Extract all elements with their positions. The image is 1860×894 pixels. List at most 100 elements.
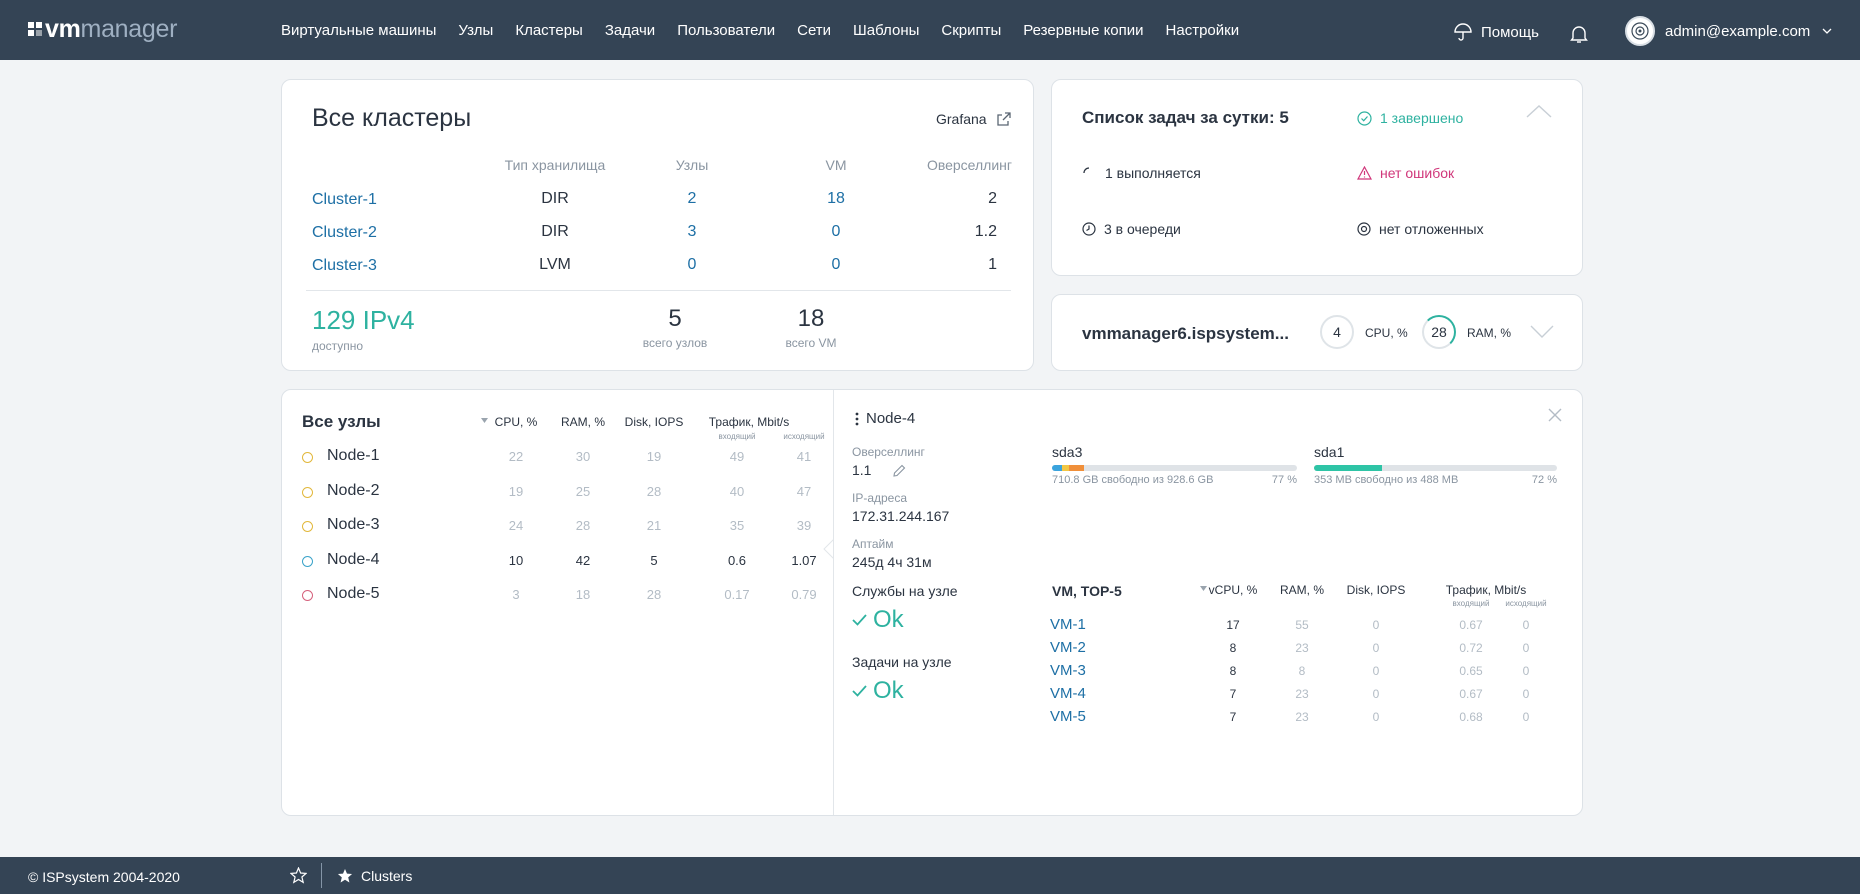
node-in: 0.6 xyxy=(727,552,747,568)
node-cpu: 22 xyxy=(508,449,524,464)
user-menu[interactable]: admin@example.com xyxy=(1625,16,1832,46)
vm-in: 0.67 xyxy=(1459,687,1483,701)
vm-ram: 23 xyxy=(1295,687,1309,701)
nav-scripts[interactable]: Скрипты xyxy=(941,21,1002,39)
uptime-value: 245д 4ч 31м xyxy=(852,554,932,570)
ipv4-available: 129 IPv4 xyxy=(312,305,415,335)
nav-vms[interactable]: Виртуальные машины xyxy=(281,21,437,39)
vm-ram: 55 xyxy=(1295,618,1309,632)
tasks-queued[interactable]: 3 в очереди xyxy=(1082,221,1181,237)
grafana-label: Grafana xyxy=(936,111,987,127)
node-cpu: 10 xyxy=(508,552,524,568)
col-ram[interactable]: RAM, % xyxy=(560,415,605,429)
services-label: Службы на узле xyxy=(852,583,958,599)
cluster-overselling: 1.2 xyxy=(974,223,997,240)
node-detail-name: Node-4 xyxy=(866,410,916,427)
cluster-name[interactable]: Cluster-2 xyxy=(312,224,377,241)
cpu-ring: 4 xyxy=(1320,315,1354,349)
col-vm-ram[interactable]: RAM, % xyxy=(1279,583,1324,597)
cluster-name[interactable]: Cluster-1 xyxy=(312,191,377,208)
col-traffic[interactable]: Трафик, Mbit/s xyxy=(708,415,790,429)
services-status-label: Ok xyxy=(873,606,904,633)
host-name[interactable]: vmmanager6.ispsystem... xyxy=(1082,324,1289,343)
vm-name[interactable]: VM-3 xyxy=(1050,662,1086,679)
node-out: 0.79 xyxy=(791,587,817,602)
col-vcpu[interactable]: vCPU, % xyxy=(1208,583,1258,597)
node-ram: 18 xyxy=(575,587,591,602)
node-name[interactable]: Node-3 xyxy=(327,516,380,533)
nav-tasks[interactable]: Задачи xyxy=(604,21,656,39)
tasks-postponed[interactable]: нет отложенных xyxy=(1357,221,1484,237)
expand-chevron-icon[interactable] xyxy=(1530,325,1554,338)
cluster-nodes[interactable]: 3 xyxy=(687,223,697,240)
help-label: Помощь xyxy=(1481,23,1539,41)
sort-down-icon[interactable] xyxy=(481,418,488,423)
star-outline-icon[interactable] xyxy=(290,867,307,884)
tasks-queued-label: 3 в очереди xyxy=(1104,221,1181,237)
notifications-button[interactable] xyxy=(1570,24,1588,49)
vm-disk: 0 xyxy=(1372,710,1380,724)
logo-text-light: manager xyxy=(80,14,178,43)
node-name[interactable]: Node-5 xyxy=(327,585,380,602)
logo[interactable]: vmmanager xyxy=(28,14,177,44)
postponed-icon xyxy=(1357,222,1371,236)
vm-name[interactable]: VM-5 xyxy=(1050,708,1086,725)
tasks-errors[interactable]: нет ошибок xyxy=(1357,165,1454,181)
disk-free: 710.8 GB свободно из 928.6 GB xyxy=(1052,474,1214,486)
vm-name[interactable]: VM-4 xyxy=(1050,685,1086,702)
vm-disk: 0 xyxy=(1372,641,1380,655)
col-disk[interactable]: Disk, IOPS xyxy=(624,415,684,429)
col-traffic-in: входящий xyxy=(718,432,756,441)
col-vm-traffic[interactable]: Трафик, Mbit/s xyxy=(1445,583,1527,597)
vm-out: 0 xyxy=(1522,664,1530,678)
nav-templates[interactable]: Шаблоны xyxy=(853,21,920,39)
more-vertical-icon[interactable] xyxy=(855,412,859,426)
node-detail-header[interactable]: Node-4 xyxy=(855,410,915,427)
cluster-vm[interactable]: 0 xyxy=(831,256,841,273)
nav-networks[interactable]: Сети xyxy=(797,21,832,39)
nav-clusters[interactable]: Кластеры xyxy=(515,21,583,39)
cluster-overselling: 1 xyxy=(988,256,997,273)
nav-settings[interactable]: Настройки xyxy=(1165,21,1240,39)
tasks-running[interactable]: 1 выполняется xyxy=(1082,165,1201,181)
close-icon[interactable] xyxy=(1548,408,1562,422)
vm-name[interactable]: VM-1 xyxy=(1050,616,1086,633)
node-name[interactable]: Node-4 xyxy=(327,550,380,568)
vm-in: 0.72 xyxy=(1459,641,1483,655)
cluster-vm[interactable]: 0 xyxy=(831,223,841,240)
node-status-dot xyxy=(302,486,313,498)
help-button[interactable]: Помощь xyxy=(1453,22,1539,42)
col-vm-traffic-out: исходящий xyxy=(1505,599,1547,608)
cpu-label: CPU, % xyxy=(1365,326,1408,340)
grafana-link[interactable]: Grafana xyxy=(936,111,1011,127)
col-vm-disk[interactable]: Disk, IOPS xyxy=(1346,583,1406,597)
total-nodes: 5 xyxy=(668,305,682,332)
cluster-vm[interactable]: 18 xyxy=(827,190,845,207)
tasks-errors-label: нет ошибок xyxy=(1380,165,1455,181)
tasks-title[interactable]: Список задач за сутки: 5 xyxy=(1082,108,1289,127)
node-in: 0.17 xyxy=(724,587,750,602)
favorite-clusters[interactable]: Clusters xyxy=(337,868,412,884)
sort-down-icon[interactable] xyxy=(1200,586,1207,591)
edit-pencil-icon[interactable] xyxy=(893,464,906,477)
vm-name[interactable]: VM-2 xyxy=(1050,639,1086,656)
tasks-completed[interactable]: 1 завершено xyxy=(1357,110,1463,126)
vm-in: 0.67 xyxy=(1459,618,1483,632)
col-cpu[interactable]: CPU, % xyxy=(494,415,538,429)
node-name[interactable]: Node-2 xyxy=(327,481,380,499)
avatar xyxy=(1625,16,1655,46)
cluster-name[interactable]: Cluster-3 xyxy=(312,257,377,274)
umbrella-icon xyxy=(1454,23,1472,41)
cluster-nodes[interactable]: 2 xyxy=(687,190,697,207)
nav-backups[interactable]: Резервные копии xyxy=(1023,21,1144,39)
total-vm-label: всего VM xyxy=(785,336,837,350)
cluster-storage: DIR xyxy=(541,190,569,207)
collapse-chevron-icon[interactable] xyxy=(1526,104,1552,118)
checkmark-icon xyxy=(852,685,867,697)
nav-users[interactable]: Пользователи xyxy=(677,21,776,39)
total-nodes-label: всего узлов xyxy=(642,336,708,350)
nav-nodes[interactable]: Узлы xyxy=(458,21,494,39)
node-disk: 28 xyxy=(646,587,662,602)
cluster-nodes[interactable]: 0 xyxy=(687,256,697,273)
node-name[interactable]: Node-1 xyxy=(327,447,380,464)
